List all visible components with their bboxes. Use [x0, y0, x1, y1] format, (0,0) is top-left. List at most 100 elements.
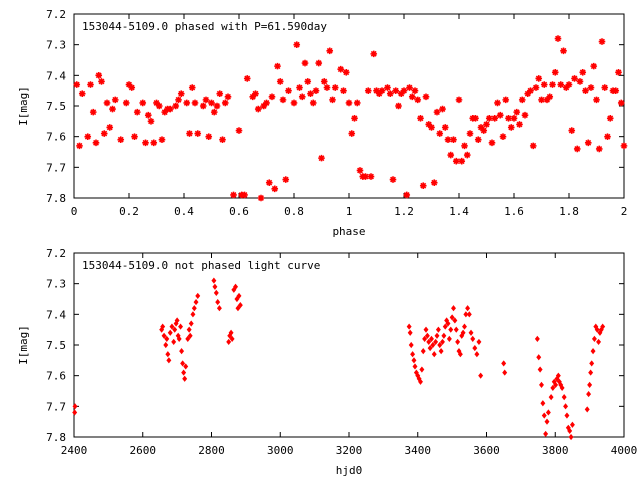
phased-data-point	[235, 127, 243, 134]
phased-data-point	[367, 173, 375, 180]
phased-data-point	[293, 41, 301, 48]
phased-data-point	[549, 81, 556, 88]
unphased-data-point	[412, 363, 418, 370]
phased-data-point	[474, 136, 482, 144]
phased-data-point	[557, 81, 565, 88]
phased-data-point	[518, 96, 526, 104]
phased-data-point	[433, 108, 441, 116]
phased-data-point	[447, 151, 455, 159]
phased-data-point	[582, 87, 589, 94]
phased-data-point	[516, 121, 523, 128]
unphased-data-point	[553, 381, 559, 388]
unphased-data-point	[445, 320, 451, 327]
unphased-y-tick-label: 7.5	[46, 339, 66, 352]
phased-data-point	[183, 99, 191, 107]
phased-data-point	[221, 99, 229, 107]
unphased-data-point	[423, 326, 429, 333]
phased-data-point	[461, 142, 468, 150]
phased-data-point	[532, 84, 540, 91]
phased-data-point	[593, 96, 600, 104]
phased-chart-title: 153044-5109.0 phased with P=61.590day	[82, 20, 327, 33]
unphased-data-point	[228, 329, 234, 336]
phased-data-point	[417, 114, 424, 122]
phased-data-point	[615, 68, 622, 76]
phased-data-point	[257, 194, 265, 202]
unphased-data-point	[502, 369, 508, 376]
unphased-data-point	[437, 341, 443, 349]
phased-data-point	[356, 167, 364, 174]
unphased-data-point	[588, 369, 594, 376]
phased-data-point	[411, 87, 419, 94]
phased-data-point	[76, 142, 83, 150]
phased-data-point	[188, 84, 196, 91]
unphased-data-point	[600, 323, 606, 330]
unphased-data-point	[536, 354, 542, 361]
unphased-y-tick-label: 7.3	[46, 278, 66, 291]
unphased-chart-title: 153044-5109.0 not phased light curve	[82, 259, 320, 272]
phased-data-point	[326, 47, 334, 55]
phased-x-tick-label: 0.4	[174, 205, 194, 218]
phased-data-point	[274, 62, 281, 70]
unphased-data-point	[427, 344, 433, 352]
phased-x-tick-label: 0.2	[119, 205, 139, 218]
unphased-data-point	[216, 305, 222, 312]
unphased-data-point	[474, 351, 480, 358]
phased-data-point	[604, 133, 611, 140]
phased-data-point	[395, 102, 402, 110]
unphased-data-point	[460, 329, 466, 336]
phased-data-point	[452, 157, 460, 165]
phased-data-point	[439, 105, 446, 113]
unphased-data-point	[226, 338, 232, 346]
phased-y-tick-label: 7.6	[46, 131, 66, 144]
phased-data-point	[422, 93, 430, 101]
phased-data-point	[505, 114, 512, 122]
phased-data-point	[271, 185, 279, 193]
phased-data-point	[210, 108, 218, 116]
phased-data-point	[307, 90, 314, 98]
unphased-data-point	[589, 360, 595, 367]
phased-data-point	[87, 81, 94, 88]
unphased-data-point	[411, 357, 417, 364]
unphased-data-point	[449, 314, 455, 321]
unphased-data-point	[470, 335, 476, 342]
phased-data-point	[590, 62, 598, 70]
unphased-data-point	[544, 418, 550, 425]
phased-x-tick-label: 0.8	[284, 205, 304, 218]
phased-data-point	[598, 38, 606, 45]
unphased-data-point	[434, 332, 440, 339]
unphased-data-point	[420, 348, 426, 355]
phased-data-point	[353, 99, 361, 107]
phased-data-point	[389, 176, 397, 183]
unphased-y-axis-title: I[mag]	[17, 325, 30, 365]
unphased-data-point	[191, 305, 197, 312]
phased-data-point	[150, 139, 158, 147]
unphased-data-point	[215, 298, 221, 306]
unphased-data-point	[545, 409, 551, 416]
unphased-data-point	[185, 335, 191, 342]
unphased-data-point	[169, 323, 175, 330]
phased-data-point	[494, 99, 501, 107]
unphased-data-point	[235, 305, 241, 312]
unphased-data-point	[172, 326, 178, 333]
phased-data-point	[584, 139, 592, 147]
phased-data-point	[252, 90, 259, 98]
unphased-data-point	[591, 335, 597, 342]
phased-data-point	[466, 130, 474, 137]
unphased-x-tick-label: 3000	[267, 444, 294, 457]
unphased-x-tick-label: 2600	[130, 444, 157, 457]
phased-data-point	[276, 78, 284, 85]
phased-data-point	[587, 84, 595, 91]
phased-chart: 0 0.2 0.4 0.6 0.8 1 1.2 1.4 1.6 1.8 2 7.2 7.3 7.4 7.5 7…	[17, 8, 627, 238]
phased-data-point	[568, 127, 576, 134]
phased-data-point	[98, 78, 105, 85]
unphased-data-point	[501, 360, 507, 367]
phased-data-point	[444, 136, 452, 144]
unphased-data-point	[178, 323, 184, 330]
phased-data-point	[89, 108, 97, 116]
unphased-data-point	[476, 338, 482, 346]
unphased-data-point	[465, 305, 471, 312]
unphased-data-point	[455, 338, 461, 346]
phased-data-point	[100, 130, 108, 137]
phased-x-tick-label: 2	[621, 205, 628, 218]
phased-data-point	[172, 102, 180, 110]
